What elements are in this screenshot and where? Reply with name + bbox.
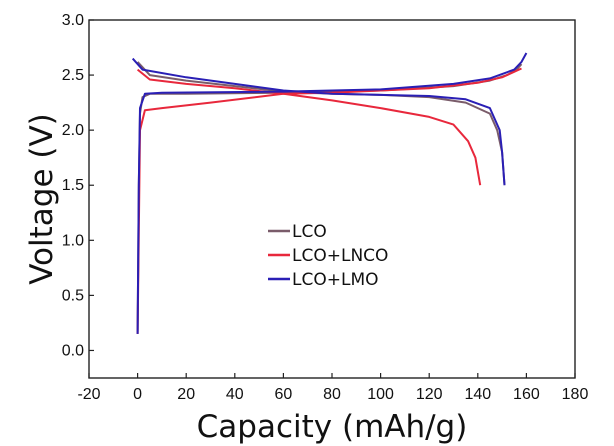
x-tick-label: 160 [513, 386, 540, 403]
legend-label: LCO+LMO [292, 270, 379, 290]
series-line-lco-lmo-discharge [131, 57, 506, 186]
y-axis-title: Voltage (V) [24, 113, 60, 285]
y-tick-label: 3.0 [62, 12, 84, 29]
legend-label: LCO+LNCO [292, 246, 388, 266]
series-line-lco-lnco-charge [136, 67, 522, 334]
x-tick-label: 20 [177, 386, 195, 403]
series-line-lco-lnco-discharge [136, 68, 482, 186]
x-tick-label: 40 [226, 386, 244, 403]
x-tick-label: 80 [323, 386, 341, 403]
legend-label: LCO [292, 222, 327, 242]
x-tick-label: 100 [367, 386, 394, 403]
legend: LCO LCO+LNCO LCO+LMO [268, 222, 388, 290]
y-tick-label: 2.5 [62, 67, 84, 84]
y-axis-ticks: 0.0 0.5 1.0 1.5 2.0 2.5 3.0 [62, 12, 94, 359]
series-layer [131, 52, 528, 334]
x-axis-ticks: -20 0 20 40 60 80 100 120 140 160 180 [77, 373, 588, 403]
x-tick-label: 60 [275, 386, 293, 403]
y-tick-label: 1.5 [62, 177, 84, 194]
x-tick-label: 120 [416, 386, 443, 403]
y-tick-label: 0.0 [62, 342, 84, 359]
x-tick-label: 180 [562, 386, 589, 403]
y-tick-label: 2.0 [62, 122, 84, 139]
x-axis-title: Capacity (mAh/g) [197, 409, 468, 445]
y-tick-label: 0.5 [62, 287, 84, 304]
x-tick-label: -20 [77, 386, 100, 403]
x-tick-label: 140 [464, 386, 491, 403]
y-tick-label: 1.0 [62, 232, 84, 249]
series-line-lco-lmo-charge [136, 52, 528, 334]
x-tick-label: 0 [133, 386, 142, 403]
